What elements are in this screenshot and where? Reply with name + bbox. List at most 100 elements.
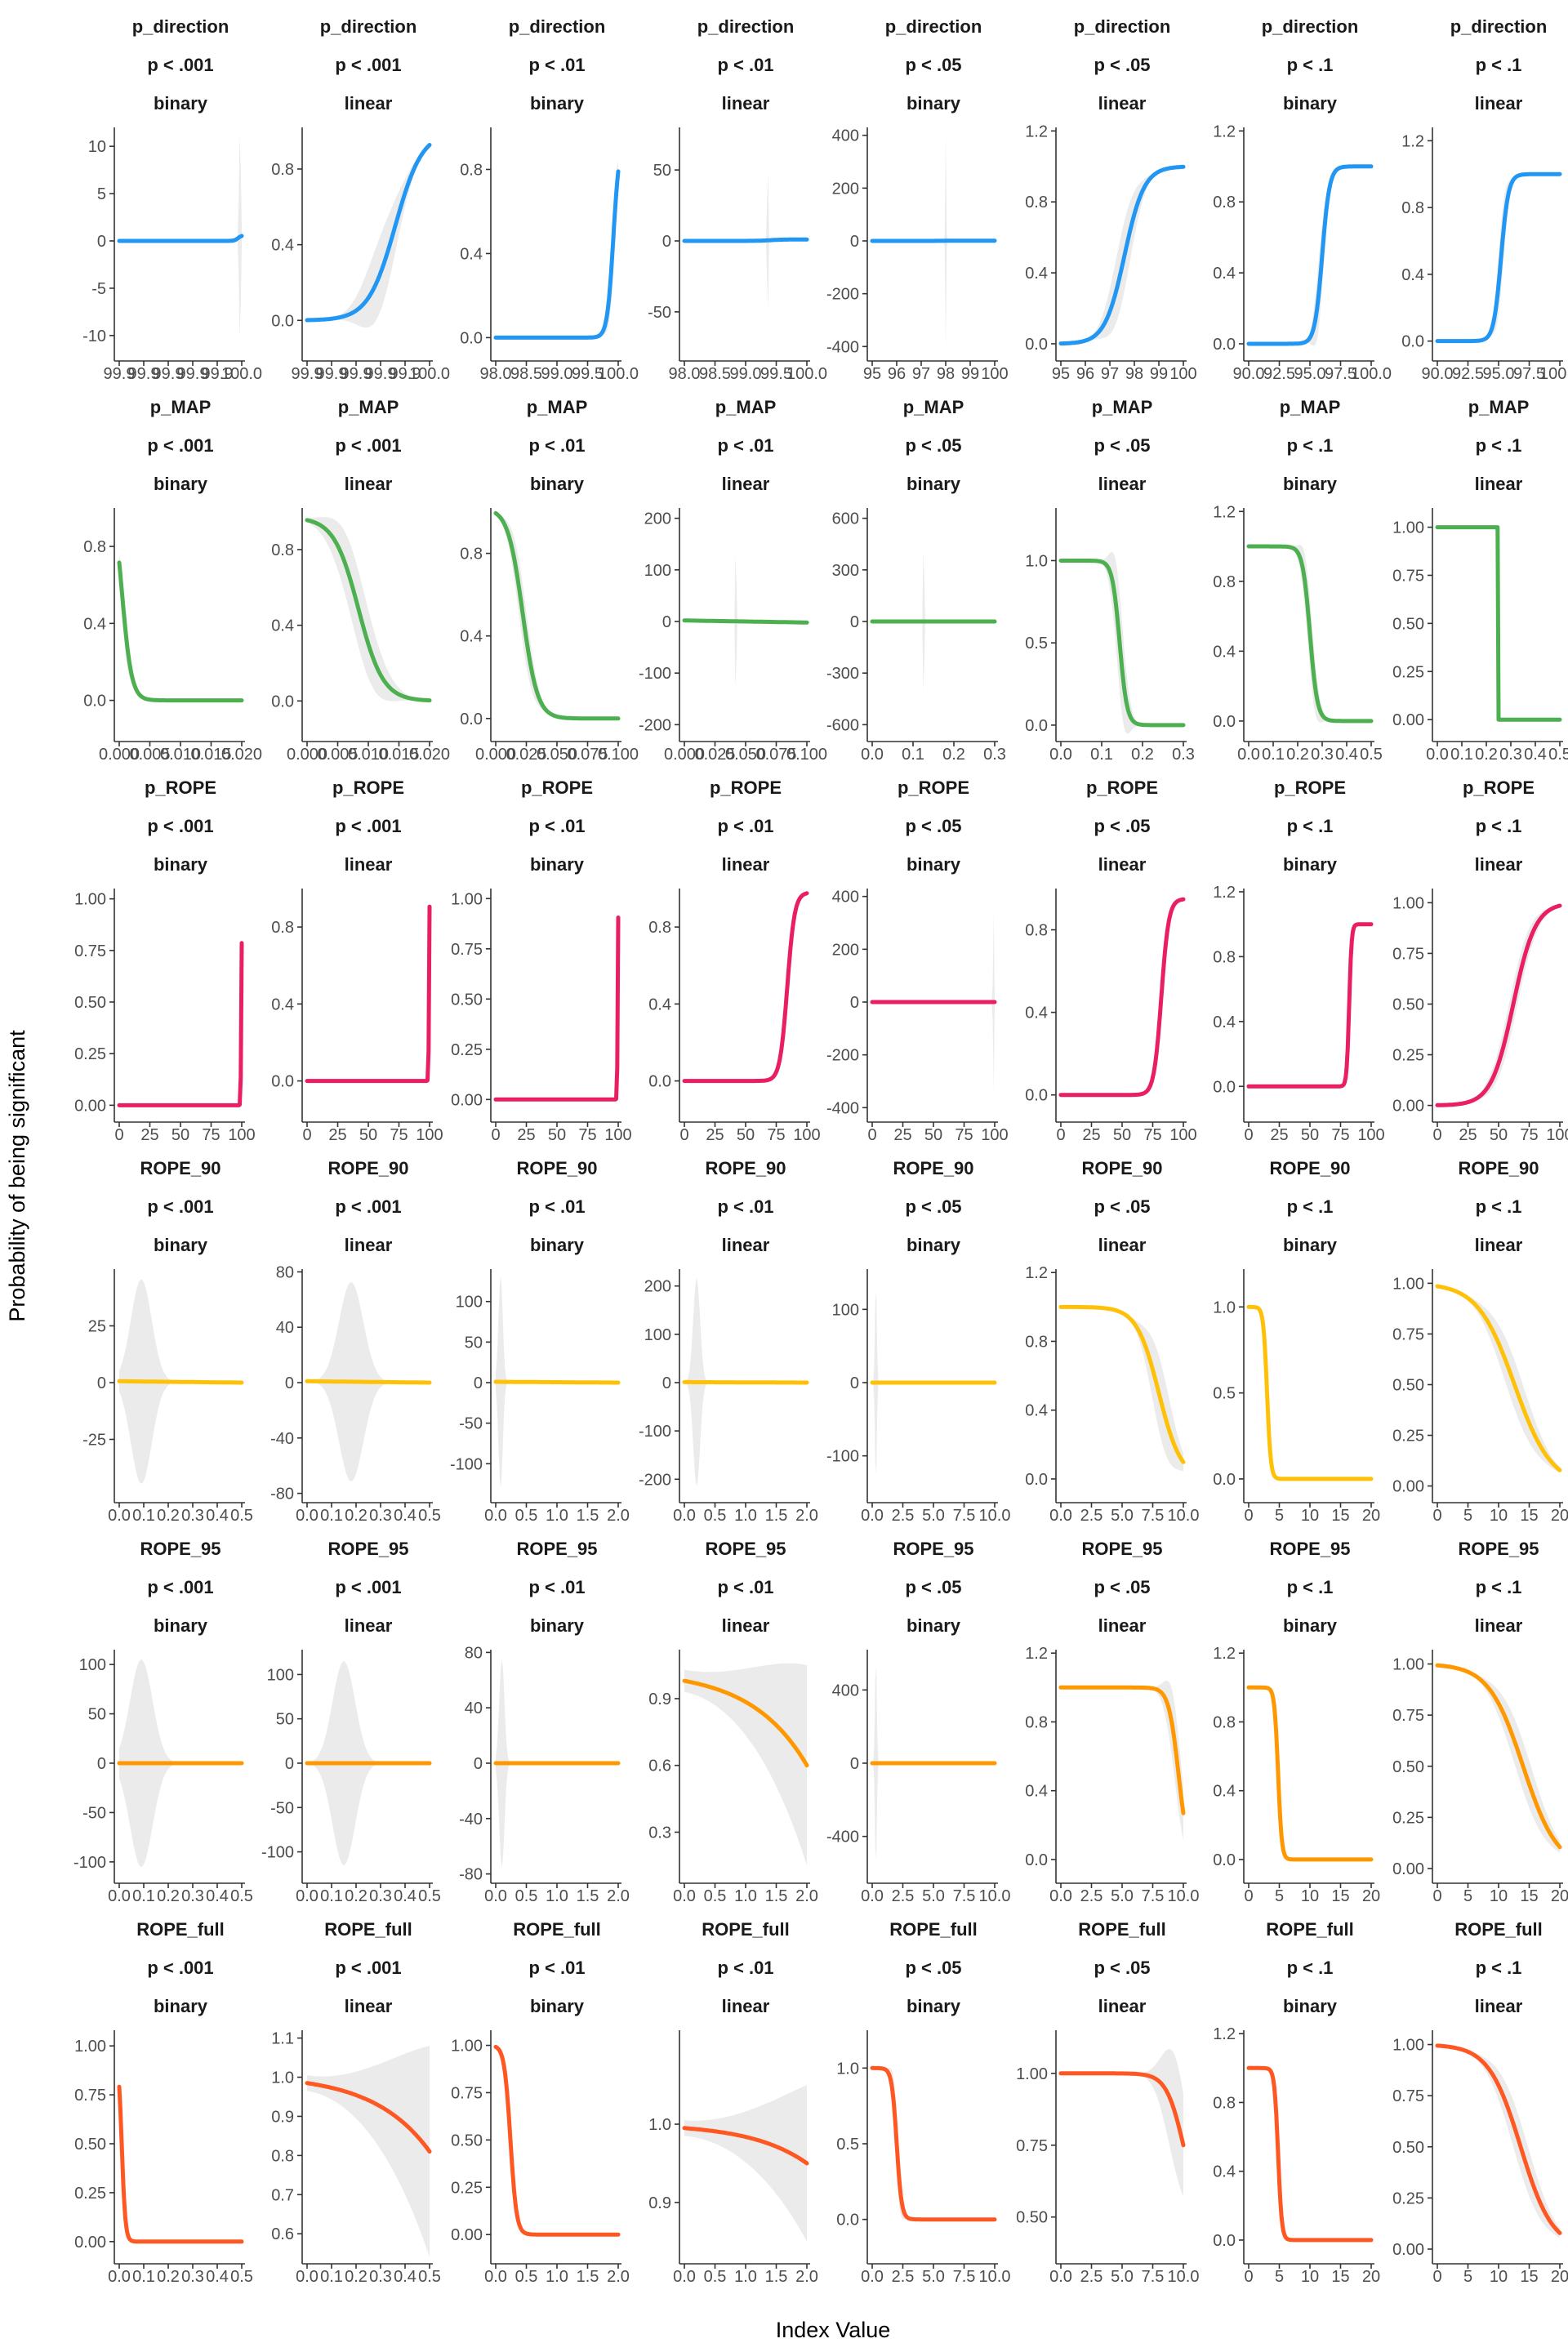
x-tick-label: 98.5 <box>510 365 542 383</box>
y-tick-label: 0.0 <box>1025 1851 1048 1869</box>
strip-index-label: ROPE_full <box>1266 1919 1354 1940</box>
strip-index-label: ROPE_full <box>702 1919 790 1940</box>
strip-threshold-label: p < .001 <box>335 1196 401 1217</box>
x-tick-label: 100 <box>1169 365 1196 383</box>
x-tick-label: 100 <box>416 1126 443 1144</box>
y-tick-label: 0.00 <box>451 2226 483 2244</box>
strip-threshold-label: p < .1 <box>1476 55 1522 75</box>
panel-ROPE_95-6: ROPE_95p < .1 binary 1.2 0.8 0.4 0.0 0 5 10 15 20 <box>1213 1539 1380 1905</box>
y-tick-label: -40 <box>270 1430 294 1448</box>
strip-threshold-label: p < .05 <box>905 1196 961 1217</box>
x-tick-label: 0 <box>1432 2268 1441 2286</box>
strip-threshold-label: p < .1 <box>1287 1577 1334 1597</box>
x-tick-label: 2.0 <box>607 2268 630 2286</box>
strip-index-label: p_ROPE <box>710 777 782 798</box>
confidence-ribbon <box>307 902 430 1087</box>
strip-index-label: ROPE_90 <box>327 1158 408 1178</box>
y-tick-label: 0.50 <box>1392 615 1424 633</box>
strip-outcome-label: linear <box>1475 1996 1523 2016</box>
series-line <box>493 1379 621 1385</box>
x-tick-label: 0.5 <box>515 1887 538 1905</box>
strip-outcome-label: binary <box>154 93 208 114</box>
x-tick-label: 0 <box>1432 1507 1441 1525</box>
x-tick-label: 0.100 <box>786 746 827 764</box>
x-tick-label: 0.1 <box>902 746 924 764</box>
confidence-ribbon <box>1061 1307 1183 1472</box>
x-tick-label: 20 <box>1362 2268 1380 2286</box>
y-tick-label: 0.75 <box>451 941 483 959</box>
strip-outcome-label: linear <box>345 1235 393 1255</box>
y-tick-label: 0.0 <box>1213 2232 1236 2250</box>
y-tick-label: 1.00 <box>1392 1656 1424 1674</box>
x-tick-label: 10.0 <box>979 1507 1011 1525</box>
confidence-ribbon <box>119 939 242 1111</box>
x-tick-label: 15 <box>1520 2268 1538 2286</box>
series-line <box>493 510 621 721</box>
x-tick-label: 50 <box>1490 1126 1508 1144</box>
y-tick-label: -40 <box>459 1811 483 1829</box>
y-tick-label: 0.4 <box>271 617 294 635</box>
x-tick-label: 0.3 <box>369 1507 392 1525</box>
x-tick-label: 5 <box>1463 2268 1472 2286</box>
strip-outcome-label: linear <box>722 854 770 875</box>
strip-threshold-label: p < .001 <box>147 1958 213 1978</box>
strip-outcome-label: binary <box>154 474 208 494</box>
strip-threshold-label: p < .1 <box>1287 1196 1334 1217</box>
y-tick-label: -200 <box>639 716 671 734</box>
x-tick-label: 0.3 <box>1172 746 1195 764</box>
strip-outcome-label: linear <box>1475 93 1523 114</box>
y-tick-label: 0.4 <box>271 237 294 255</box>
y-tick-label: 0 <box>850 994 859 1012</box>
x-tick-label: 97.5 <box>1513 365 1545 383</box>
x-tick-label: 1.0 <box>734 2268 757 2286</box>
y-tick-label: 1.2 <box>1025 122 1048 140</box>
y-tick-label: 0 <box>662 613 671 631</box>
y-tick-label: 0.5 <box>836 2136 859 2154</box>
y-tick-label: 0.25 <box>1392 2189 1424 2207</box>
y-tick-label: 0.75 <box>1392 1707 1424 1725</box>
strip-threshold-label: p < .01 <box>717 1958 773 1978</box>
x-tick-label: 0.015 <box>378 746 419 764</box>
strip-index-label: ROPE_95 <box>327 1539 408 1559</box>
y-tick-label: 1.0 <box>271 2069 294 2087</box>
series-line <box>493 2044 621 2237</box>
strip-threshold-label: p < .1 <box>1476 435 1522 456</box>
x-tick-label: 20 <box>1362 1507 1380 1525</box>
y-tick-label: 0.00 <box>451 1091 483 1109</box>
x-tick-label: 100.0 <box>1351 365 1392 383</box>
series-line <box>1435 2043 1562 2235</box>
x-tick-label: 75 <box>955 1126 973 1144</box>
confidence-ribbon <box>496 512 618 719</box>
strip-threshold-label: p < .01 <box>528 1577 585 1597</box>
y-tick-label: 0 <box>850 1374 859 1392</box>
x-tick-label: 100.0 <box>221 365 262 383</box>
strip-threshold-label: p < .01 <box>528 816 585 836</box>
x-tick-label: 97 <box>1101 365 1119 383</box>
strip-index-label: ROPE_full <box>1454 1919 1543 1940</box>
strip-index-label: ROPE_90 <box>705 1158 786 1178</box>
y-tick-label: 400 <box>832 1682 859 1699</box>
x-tick-label: 100.0 <box>786 365 827 383</box>
strip-index-label: ROPE_95 <box>1458 1539 1539 1559</box>
x-tick-label: 7.5 <box>953 1507 976 1525</box>
y-tick-label: 0.0 <box>1213 336 1236 354</box>
y-tick-label: 0.75 <box>451 2084 483 2102</box>
x-tick-label: 7.5 <box>1142 1887 1165 1905</box>
x-tick-label: 0.5 <box>230 1507 253 1525</box>
x-tick-label: 5.0 <box>922 2268 945 2286</box>
y-tick-label: 0.8 <box>1213 1713 1236 1731</box>
x-tick-label: 5 <box>1275 1507 1284 1525</box>
y-tick-label: 0.4 <box>1025 1004 1048 1022</box>
x-tick-label: 0 <box>302 1126 311 1144</box>
y-tick-label: 0.75 <box>74 942 106 960</box>
